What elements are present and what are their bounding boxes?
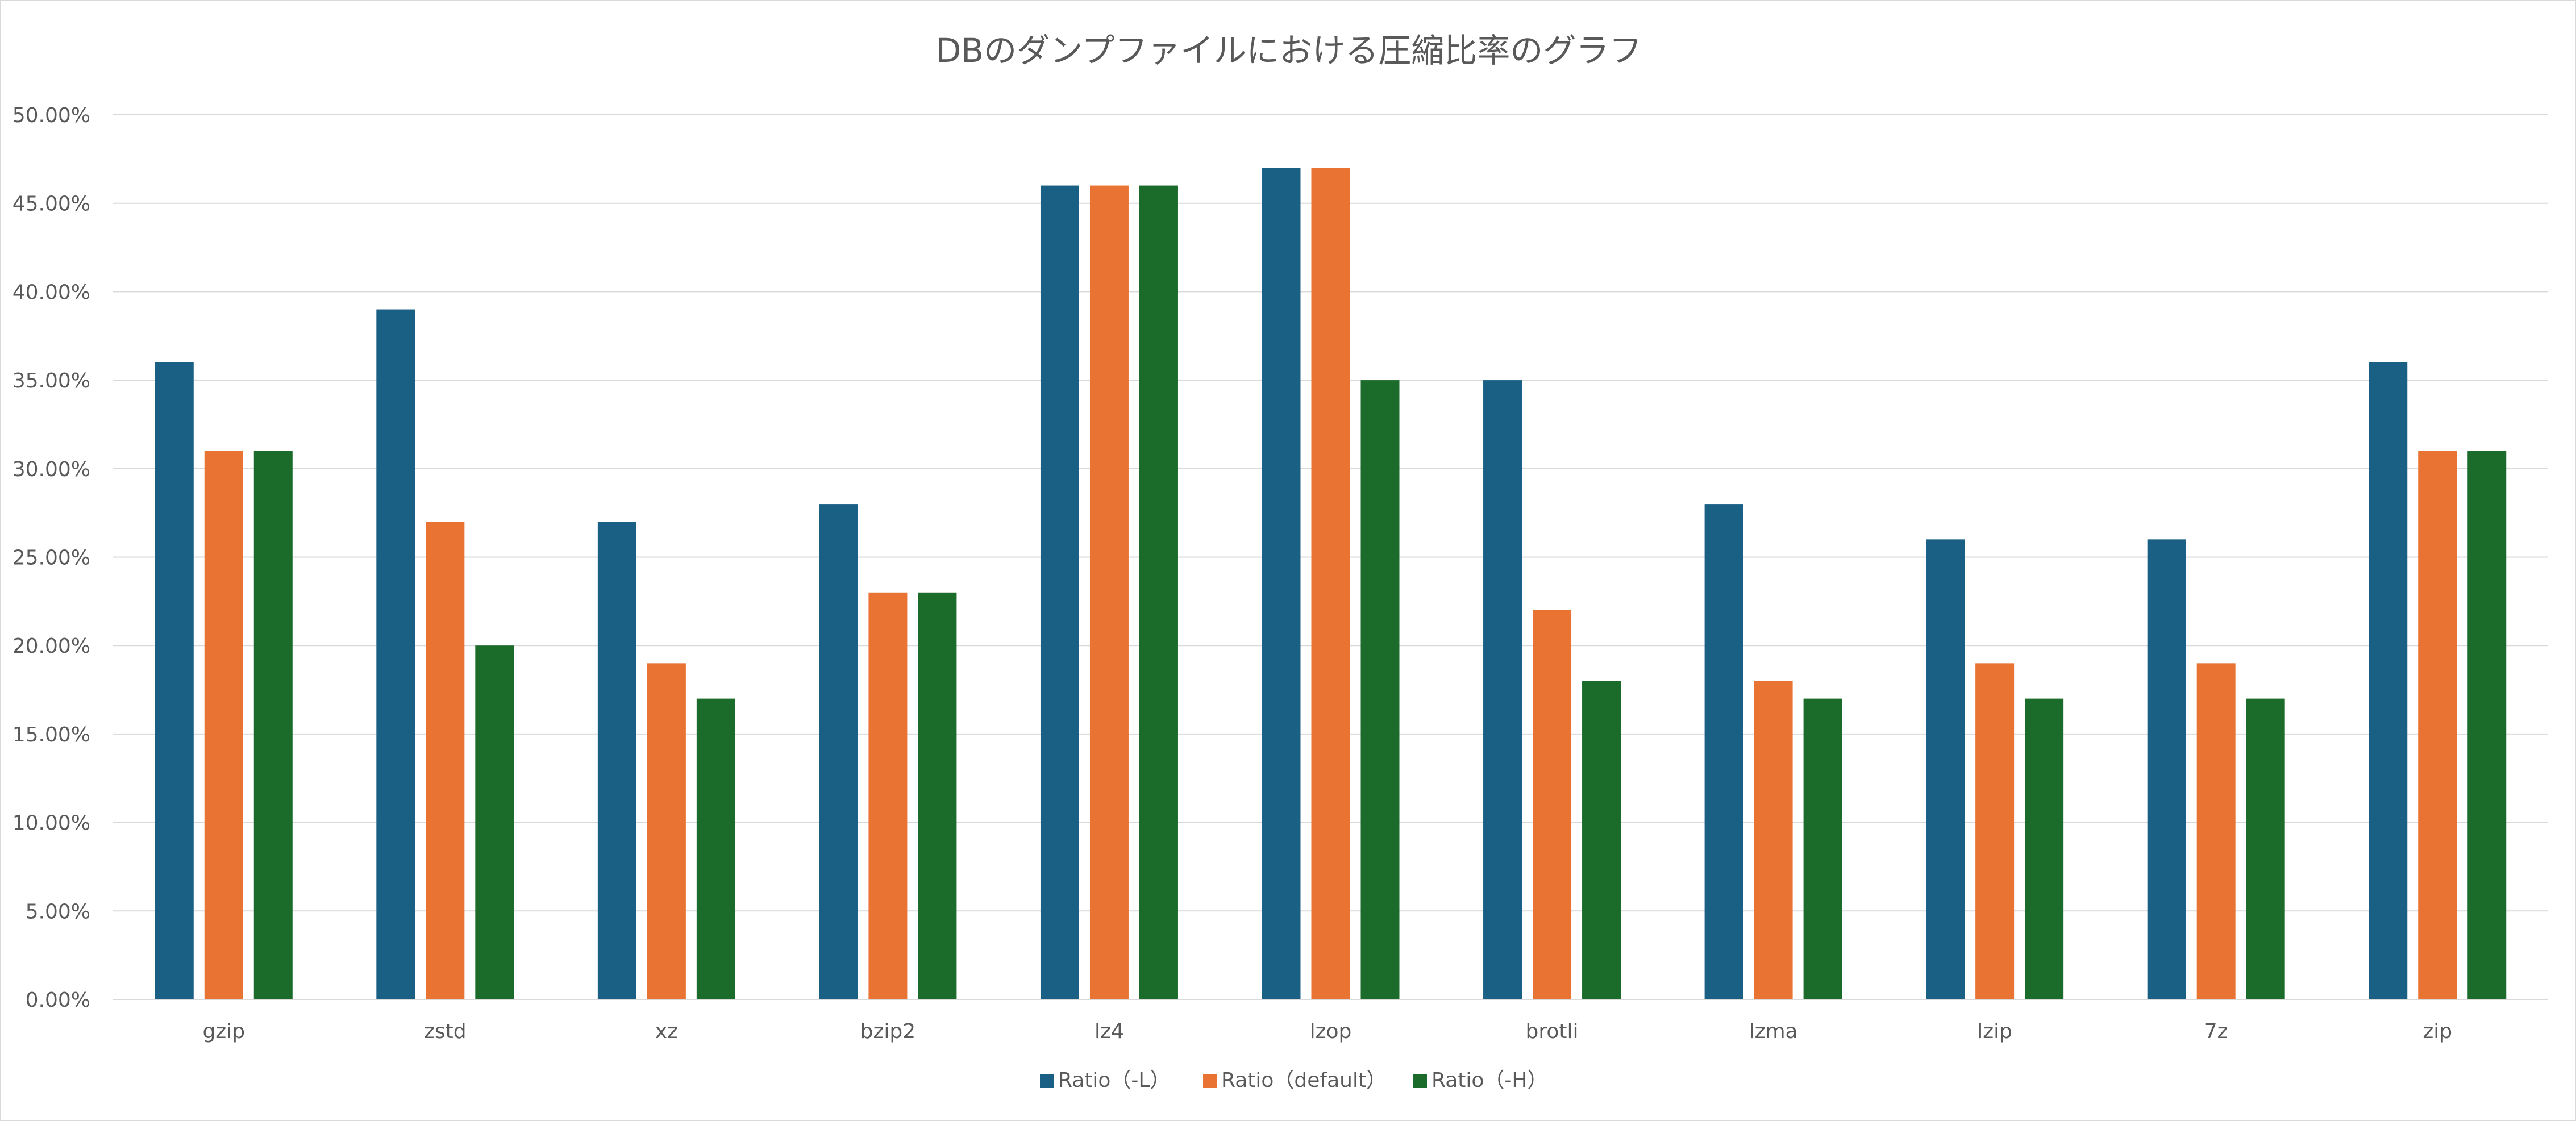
x-tick-label: xz <box>655 1020 678 1043</box>
y-tick-label: 30.00% <box>13 458 90 481</box>
x-tick-label: lzop <box>1310 1020 1352 1043</box>
legend-swatch <box>1203 1074 1217 1088</box>
bar-lz4-series-2 <box>1089 185 1129 999</box>
bar-zstd-series-3 <box>475 645 514 999</box>
legend-label: Ratio（default） <box>1221 1069 1387 1092</box>
bar-brotli-series-2 <box>1533 610 1572 999</box>
legend: Ratio（-L） Ratio（default） Ratio（-H） <box>1040 1069 1548 1092</box>
x-tick-label: lz4 <box>1095 1020 1124 1043</box>
bar-xz-series-1 <box>597 522 636 999</box>
x-tick-label: 7z <box>2204 1020 2228 1043</box>
bar-lz4-series-1 <box>1040 185 1079 999</box>
bar-lzip-series-2 <box>1975 663 2015 999</box>
bar-bzip2-series-2 <box>868 592 908 999</box>
x-tick-label: zstd <box>424 1020 467 1043</box>
x-tick-label: bzip2 <box>860 1020 916 1043</box>
y-tick-label: 0.00% <box>26 989 90 1012</box>
bar-brotli-series-1 <box>1483 380 1522 999</box>
bar-bzip2-series-1 <box>819 504 858 999</box>
x-tick-label: lzma <box>1749 1020 1798 1043</box>
x-tick-label: gzip <box>202 1020 245 1043</box>
bar-lzma-series-2 <box>1754 681 1793 999</box>
y-tick-label: 40.00% <box>13 281 90 304</box>
bar-7z-series-2 <box>2196 663 2236 999</box>
bar-xz-series-3 <box>696 698 735 999</box>
bar-7z-series-3 <box>2246 698 2285 999</box>
bar-zip-series-2 <box>2418 451 2457 999</box>
bars <box>155 168 2507 1000</box>
y-tick-label: 5.00% <box>26 900 90 923</box>
x-tick-label: lzip <box>1977 1020 2012 1043</box>
legend-label: Ratio（-L） <box>1058 1069 1170 1092</box>
chart-title: DBのダンプファイルにおける圧縮比率のグラフ <box>936 31 1642 70</box>
y-tick-label: 45.00% <box>13 193 90 216</box>
bar-bzip2-series-3 <box>918 592 957 999</box>
bar-lzip-series-1 <box>1926 539 1965 999</box>
y-tick-label: 20.00% <box>13 635 90 658</box>
y-tick-label: 10.00% <box>13 812 90 835</box>
bar-brotli-series-3 <box>1582 681 1621 999</box>
y-tick-label: 50.00% <box>13 104 90 127</box>
bar-xz-series-2 <box>647 663 686 999</box>
x-axis: gzip zstd xz bzip2 lz4 lzop brotli lzma lzip 7z zi… <box>202 1020 2452 1043</box>
x-tick-label: zip <box>2423 1020 2452 1043</box>
bar-lzma-series-1 <box>1704 504 1743 999</box>
bar-lz4-series-3 <box>1139 185 1178 999</box>
bar-lzip-series-3 <box>2025 698 2064 999</box>
y-tick-label: 15.00% <box>13 723 90 747</box>
bar-gzip-series-2 <box>204 451 243 999</box>
legend-label: Ratio（-H） <box>1431 1069 1548 1092</box>
x-tick-label: brotli <box>1526 1020 1579 1043</box>
y-axis: 0.00% 5.00% 10.00% 15.00% 20.00% 25.00% 30.00%… <box>13 104 90 1012</box>
bar-gzip-series-1 <box>155 362 194 1000</box>
bar-zstd-series-2 <box>426 522 465 999</box>
bar-lzop-series-1 <box>1262 168 1301 999</box>
bar-lzop-series-2 <box>1311 168 1350 999</box>
legend-swatch <box>1040 1074 1054 1088</box>
bar-lzma-series-3 <box>1803 698 1842 999</box>
bar-gzip-series-3 <box>253 451 293 999</box>
bar-7z-series-1 <box>2147 539 2186 999</box>
bar-zip-series-1 <box>2369 362 2408 1000</box>
bar-zstd-series-1 <box>376 309 415 999</box>
legend-swatch <box>1413 1074 1427 1088</box>
bar-zip-series-3 <box>2467 451 2507 999</box>
y-tick-label: 25.00% <box>13 547 90 570</box>
y-tick-label: 35.00% <box>13 369 90 393</box>
bar-lzop-series-3 <box>1360 380 1400 999</box>
